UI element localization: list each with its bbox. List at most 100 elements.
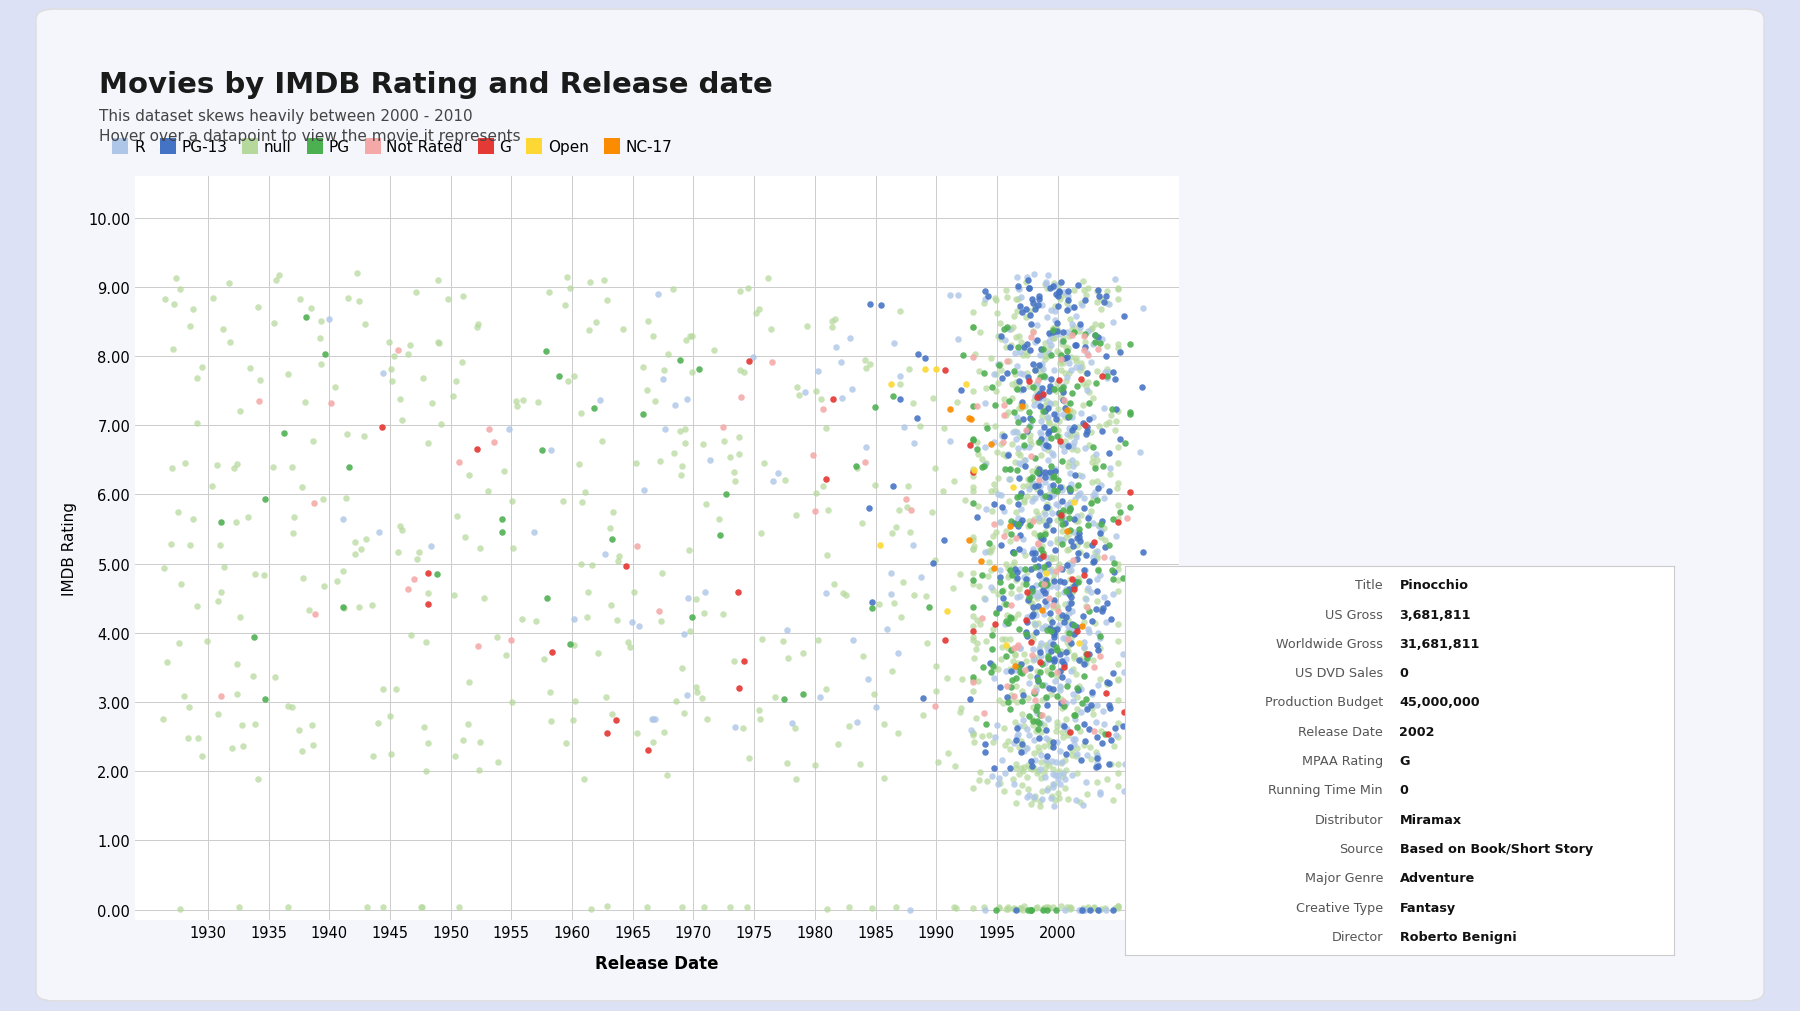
Point (556, 281, 585, 297)
Point (659, 281, 688, 297)
Point (826, 355, 855, 371)
Point (1013, 757, 1042, 773)
Point (1030, 470, 1058, 486)
Point (1021, 490, 1049, 507)
Point (1096, 612, 1125, 628)
Point (864, 596, 893, 613)
Point (1071, 340, 1100, 356)
Point (1019, 551, 1048, 567)
Point (1093, 614, 1121, 630)
Point (1042, 563, 1071, 579)
Point (990, 397, 1019, 413)
Point (488, 525, 517, 541)
Point (1062, 309, 1091, 326)
Point (1013, 628, 1042, 644)
Point (911, 588, 940, 605)
Point (985, 586, 1013, 603)
Point (1051, 610, 1080, 626)
Point (1024, 298, 1053, 314)
Point (1033, 576, 1062, 592)
Point (769, 634, 797, 650)
Point (932, 745, 961, 761)
Point (1093, 370, 1121, 386)
Point (1031, 517, 1060, 533)
Point (1004, 329, 1033, 345)
Point (842, 714, 871, 730)
Point (1098, 365, 1127, 381)
Point (1019, 641, 1048, 657)
Point (961, 711, 990, 727)
Point (981, 730, 1010, 746)
Point (1058, 767, 1087, 784)
Point (1058, 661, 1087, 677)
Point (1024, 715, 1053, 731)
Point (1030, 585, 1058, 602)
Point (1037, 506, 1066, 522)
Point (536, 684, 565, 701)
Point (999, 901, 1028, 917)
Point (995, 471, 1024, 487)
Point (1075, 411, 1103, 428)
Point (466, 734, 495, 750)
Point (1082, 750, 1111, 766)
Point (1035, 735, 1064, 751)
Point (995, 393, 1024, 409)
Point (886, 368, 914, 384)
Point (567, 494, 596, 511)
Point (1040, 792, 1069, 808)
Point (1031, 437, 1060, 453)
Point (1012, 609, 1040, 625)
Point (725, 283, 754, 299)
Point (502, 393, 531, 409)
Point (974, 727, 1003, 743)
Point (1026, 761, 1055, 777)
Point (1039, 363, 1067, 379)
Point (1051, 530, 1080, 546)
Point (812, 548, 841, 564)
Point (646, 453, 675, 469)
Point (1094, 726, 1123, 742)
Point (414, 436, 443, 452)
Point (1022, 650, 1051, 666)
Point (1033, 619, 1062, 635)
Point (1019, 379, 1048, 395)
Point (1008, 665, 1037, 681)
Point (1087, 530, 1116, 546)
Point (1039, 598, 1067, 614)
Point (1026, 708, 1055, 724)
Point (632, 899, 661, 915)
Point (1022, 589, 1051, 606)
Point (1026, 369, 1055, 385)
Point (1013, 790, 1042, 806)
Point (997, 526, 1026, 542)
Point (977, 622, 1006, 638)
Point (988, 447, 1017, 463)
Point (475, 422, 504, 438)
Point (999, 557, 1028, 573)
Point (970, 365, 999, 381)
Point (1057, 500, 1085, 517)
Point (1021, 603, 1049, 619)
Point (1060, 282, 1089, 298)
Point (1039, 422, 1067, 438)
Point (1003, 374, 1031, 390)
Point (1015, 675, 1044, 692)
Text: Title: Title (1355, 578, 1382, 591)
Point (1013, 370, 1042, 386)
Point (1042, 535, 1071, 551)
Point (389, 412, 418, 429)
Point (1040, 380, 1069, 396)
Point (184, 599, 212, 615)
Point (1058, 435, 1087, 451)
Point (1026, 484, 1055, 500)
Point (229, 738, 257, 754)
Point (995, 534, 1024, 550)
Point (1044, 289, 1073, 305)
Text: Director: Director (1332, 930, 1382, 943)
Point (1058, 694, 1087, 710)
Point (817, 319, 846, 336)
Point (1069, 615, 1098, 631)
Point (1116, 588, 1145, 605)
Point (1087, 317, 1116, 334)
Point (720, 473, 749, 489)
